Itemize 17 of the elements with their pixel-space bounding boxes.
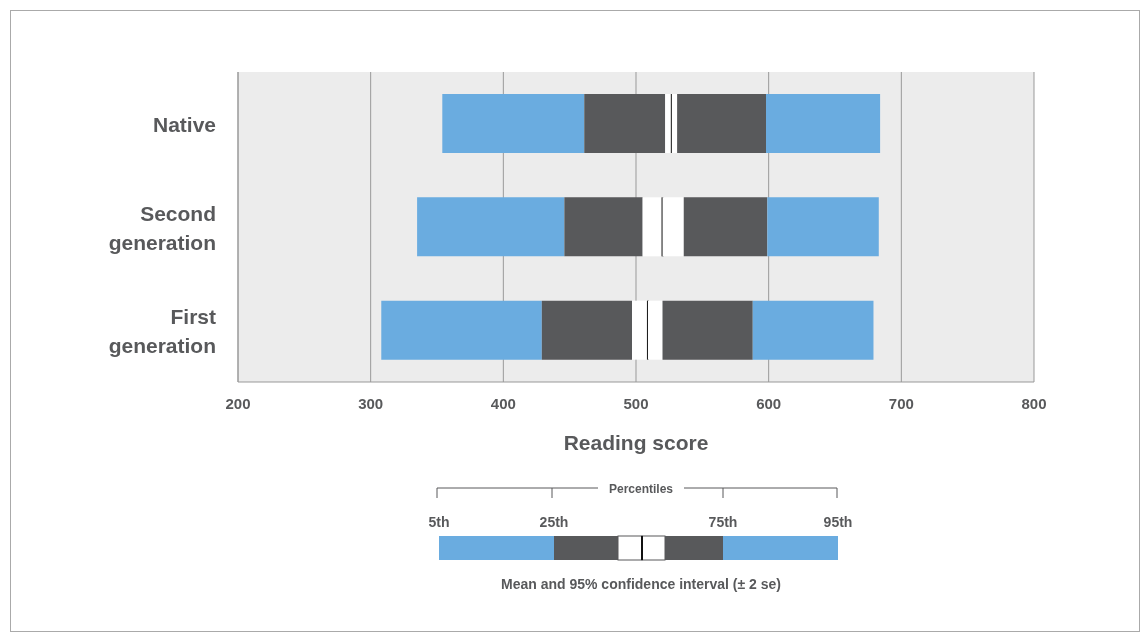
y-tick-label: Native [152, 112, 216, 136]
y-tick-label: Second generation [108, 201, 216, 253]
text: Mean and 95% confidence interval (± 2 se) [501, 576, 781, 592]
x-tick-label: 300 [358, 394, 384, 412]
text: Percentiles [608, 482, 674, 496]
x-tick-label: 600 [756, 394, 782, 412]
text: 75th [708, 514, 738, 530]
y-tick-label: First generation [108, 304, 216, 357]
x-tick-label: 700 [888, 394, 914, 412]
x-axis-title: Reading score [563, 431, 709, 454]
text: 95th [823, 514, 853, 530]
x-tick-label: 800 [1021, 394, 1047, 412]
x-tick-label: 200 [225, 394, 251, 412]
x-tick-label: 500 [623, 394, 649, 412]
text: 5th [428, 514, 450, 530]
x-tick-label: 400 [490, 394, 516, 412]
text: 25th [539, 514, 569, 530]
